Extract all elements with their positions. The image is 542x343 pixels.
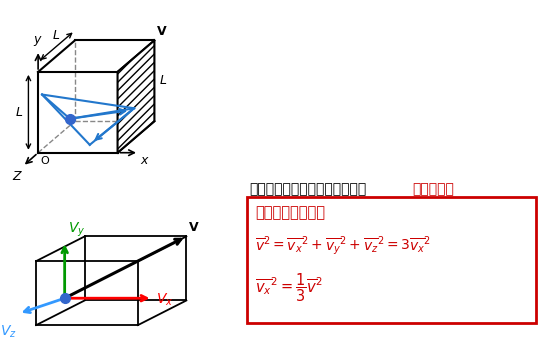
Text: O: O	[40, 156, 49, 166]
Text: x: x	[141, 154, 148, 167]
Bar	[247, 197, 536, 323]
Text: y: y	[34, 33, 41, 46]
Polygon shape	[118, 40, 154, 153]
Text: $\overline{v_x}^{2} = \dfrac{1}{3}\overline{v}^{2}$: $\overline{v_x}^{2} = \dfrac{1}{3}\overl…	[255, 272, 322, 305]
Text: $V_x$: $V_x$	[156, 292, 173, 308]
Text: 運動の等方性より: 運動の等方性より	[255, 205, 325, 220]
Text: $V_z$: $V_z$	[0, 323, 17, 340]
Text: L: L	[159, 74, 166, 87]
Text: V: V	[157, 25, 167, 38]
Text: $V_y$: $V_y$	[68, 221, 85, 239]
Text: 容器が立方体のときは、ここを: 容器が立方体のときは、ここを	[249, 182, 366, 196]
Text: L: L	[16, 106, 23, 119]
Text: V: V	[189, 222, 199, 235]
Text: $\overline{v}^{2} = \overline{v_x}^{2} + \overline{v_y}^{2} + \overline{v_z}^{2}: $\overline{v}^{2} = \overline{v_x}^{2} +…	[255, 235, 431, 258]
Text: おさえて！: おさえて！	[412, 182, 454, 196]
Text: L: L	[53, 29, 60, 43]
Text: Z: Z	[12, 170, 21, 184]
